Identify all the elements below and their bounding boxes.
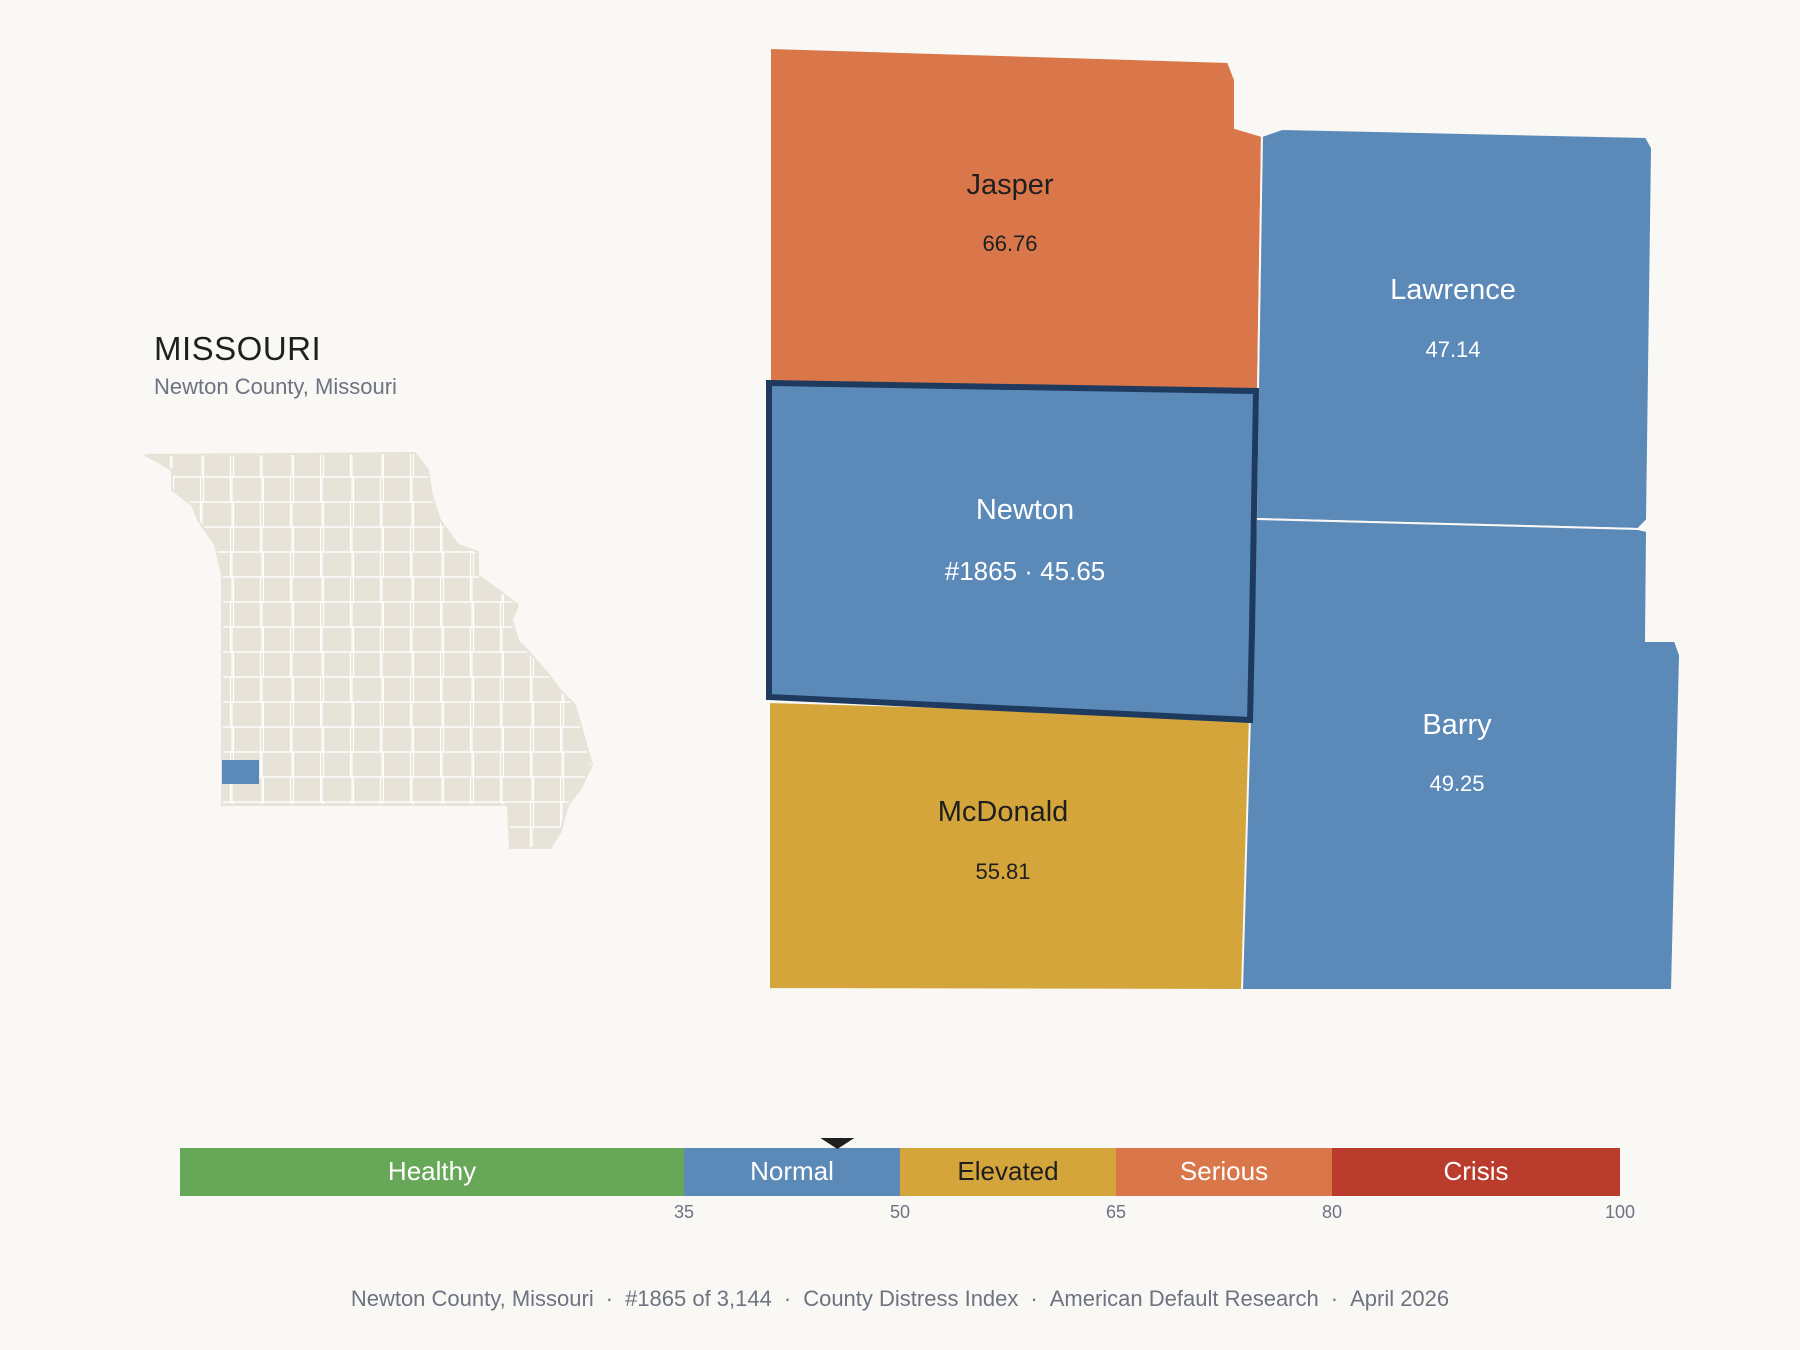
footer-date: April 2026: [1350, 1286, 1450, 1311]
label-group-barry: Barry 49.25: [1422, 709, 1492, 796]
footer-index: County Distress Index: [803, 1286, 1019, 1311]
county-name-newton: Newton: [976, 494, 1074, 526]
county-value-barry: 49.25: [1429, 771, 1484, 796]
state-header: MISSOURI Newton County, Missouri: [154, 330, 397, 400]
state-title: MISSOURI: [154, 330, 322, 367]
inset-county-cell: [589, 751, 592, 778]
state-subtitle: Newton County, Missouri: [154, 374, 397, 399]
newton-county-inset-highlight: [222, 760, 259, 784]
label-group-lawrence: Lawrence 47.14: [1390, 274, 1516, 362]
county-lawrence[interactable]: [1254, 127, 1654, 531]
county-value-newton: #1865 · 45.65: [945, 556, 1105, 586]
county-barry[interactable]: [1238, 517, 1682, 991]
county-name-lawrence: Lawrence: [1390, 274, 1516, 306]
county-mcdonald[interactable]: [768, 700, 1252, 992]
county-value-jasper: 66.76: [982, 231, 1037, 256]
label-group-jasper: Jasper 66.76: [966, 169, 1053, 256]
footer: Newton County, Missouri · #1865 of 3,144 · C…: [350, 1286, 1450, 1311]
county-name-jasper: Jasper: [966, 169, 1053, 201]
state-outline: [144, 451, 594, 849]
label-group-newton: Newton #1865 · 45.65: [945, 494, 1105, 586]
footer-source: American Default Research: [1049, 1286, 1319, 1311]
county-name-mcdonald: McDonald: [938, 796, 1069, 828]
footer-rank: #1865 of 3,144: [625, 1286, 772, 1311]
county-value-lawrence: 47.14: [1425, 337, 1480, 362]
county-name-barry: Barry: [1422, 709, 1492, 741]
footer-county: Newton County, Missouri: [350, 1286, 594, 1311]
county-jasper[interactable]: [769, 46, 1264, 392]
county-value-mcdonald: 55.81: [975, 859, 1030, 884]
county-newton[interactable]: [766, 379, 1260, 724]
label-group-mcdonald: McDonald 55.81: [938, 796, 1069, 884]
